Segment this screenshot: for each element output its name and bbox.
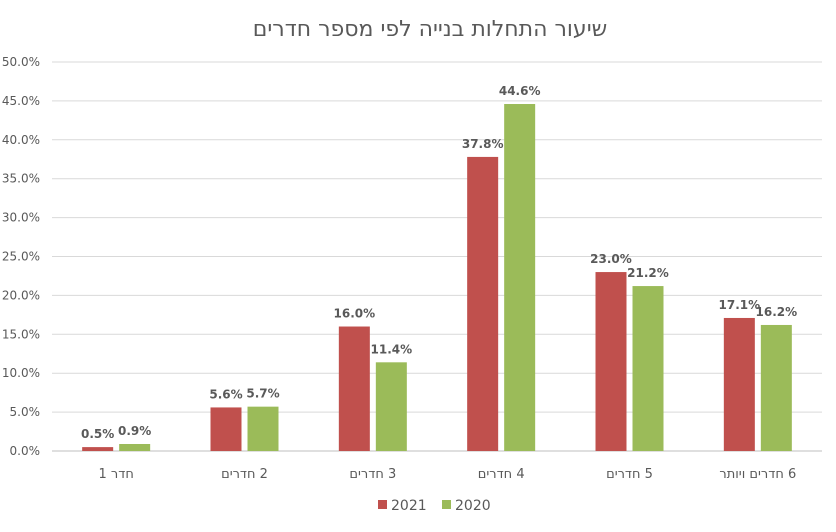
legend-swatch-2020 xyxy=(442,500,451,509)
bars xyxy=(82,104,792,452)
data-label: 21.2% xyxy=(627,266,669,280)
bar-2020-0 xyxy=(119,443,151,451)
data-label: 16.2% xyxy=(756,305,798,319)
legend-label: 2020 xyxy=(455,498,491,514)
gridlines xyxy=(52,61,822,452)
data-label: 17.1% xyxy=(719,298,761,312)
data-label: 0.5% xyxy=(81,427,114,441)
data-label: 23.0% xyxy=(590,252,632,266)
y-tick-label: 50.0% xyxy=(2,55,40,69)
bar-2021-1 xyxy=(210,407,242,451)
y-tick-label: 30.0% xyxy=(2,211,40,225)
x-category-label: 6 חדרים ויותר xyxy=(719,467,796,482)
y-tick-label: 0.0% xyxy=(10,444,41,458)
bar-2020-1 xyxy=(247,406,279,451)
legend: 2021 2020 xyxy=(378,498,491,514)
bar-2021-5 xyxy=(723,317,755,451)
y-tick-label: 25.0% xyxy=(2,250,40,264)
y-tick-label: 35.0% xyxy=(2,172,40,186)
bar-2020-4 xyxy=(632,286,664,451)
chart-title: שיעור התחלות בנייה לפי מספר חדרים xyxy=(253,17,607,42)
x-category-label: 5 חדרים xyxy=(606,467,653,482)
x-category-label: 4 חדרים xyxy=(478,467,525,482)
y-tick-label: 45.0% xyxy=(2,94,40,108)
data-label: 37.8% xyxy=(462,137,504,151)
data-label: 5.7% xyxy=(246,387,279,401)
bar-2021-4 xyxy=(595,272,627,451)
bar-2021-3 xyxy=(467,156,499,451)
bar-2020-2 xyxy=(375,362,407,451)
data-label: 11.4% xyxy=(371,342,413,356)
data-label: 16.0% xyxy=(334,307,376,321)
y-tick-label: 40.0% xyxy=(2,133,40,147)
y-axis-ticks: 0.0% 5.0% 10.0% 15.0% 20.0% 25.0% 30.0% 35.0% 40… xyxy=(2,55,40,458)
y-tick-label: 10.0% xyxy=(2,366,40,380)
x-category-label: 3 חדרים xyxy=(349,467,396,482)
y-tick-label: 5.0% xyxy=(10,405,41,419)
legend-swatch-2021 xyxy=(378,500,387,509)
bar-2020-3 xyxy=(504,104,536,452)
bar-2021-0 xyxy=(82,447,114,451)
y-tick-label: 15.0% xyxy=(2,327,40,341)
data-label: 5.6% xyxy=(209,387,242,401)
x-category-label: חדר 1 xyxy=(98,467,133,482)
y-tick-label: 20.0% xyxy=(2,288,40,302)
data-label: 0.9% xyxy=(118,424,151,438)
bar-2021-2 xyxy=(338,326,370,451)
legend-label: 2021 xyxy=(391,498,427,514)
x-axis-categories: חדר 1 2 חדרים 3 חדרים 4 חדרים 5 חדרים 6 חדרים… xyxy=(98,467,796,482)
data-labels: 0.5% 0.9% 5.6% 5.7% 16.0% 11.4% 37.8% 44.6% 23.0… xyxy=(81,84,797,441)
x-category-label: 2 חדרים xyxy=(221,467,268,482)
data-label: 44.6% xyxy=(499,84,541,98)
bar-2020-5 xyxy=(760,324,792,451)
